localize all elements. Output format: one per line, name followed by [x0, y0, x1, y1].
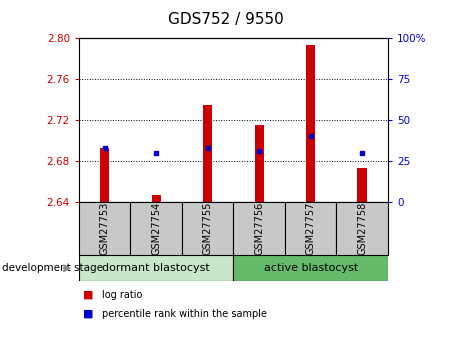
Text: GDS752 / 9550: GDS752 / 9550 [168, 12, 283, 27]
Text: dormant blastocyst: dormant blastocyst [102, 263, 210, 273]
FancyBboxPatch shape [182, 202, 234, 255]
Text: ■: ■ [83, 309, 94, 319]
FancyBboxPatch shape [79, 202, 130, 255]
Bar [203, 105, 212, 202]
Bar [254, 125, 264, 202]
Text: GSM27756: GSM27756 [254, 202, 264, 255]
Text: GSM27758: GSM27758 [357, 202, 367, 255]
FancyBboxPatch shape [234, 202, 285, 255]
Text: GSM27754: GSM27754 [151, 202, 161, 255]
FancyBboxPatch shape [79, 255, 234, 281]
Text: percentile rank within the sample: percentile rank within the sample [102, 309, 267, 319]
Bar [306, 45, 315, 202]
Text: log ratio: log ratio [102, 290, 143, 300]
Text: GSM27753: GSM27753 [100, 202, 110, 255]
Bar [152, 195, 161, 202]
Text: development stage: development stage [2, 263, 103, 273]
Text: ■: ■ [83, 290, 94, 300]
Bar [358, 168, 367, 202]
Bar [100, 148, 109, 202]
FancyBboxPatch shape [234, 255, 388, 281]
FancyBboxPatch shape [285, 202, 336, 255]
Text: active blastocyst: active blastocyst [263, 263, 358, 273]
FancyBboxPatch shape [130, 202, 182, 255]
Text: GSM27757: GSM27757 [306, 202, 316, 255]
FancyBboxPatch shape [336, 202, 388, 255]
Text: GSM27755: GSM27755 [202, 202, 213, 255]
